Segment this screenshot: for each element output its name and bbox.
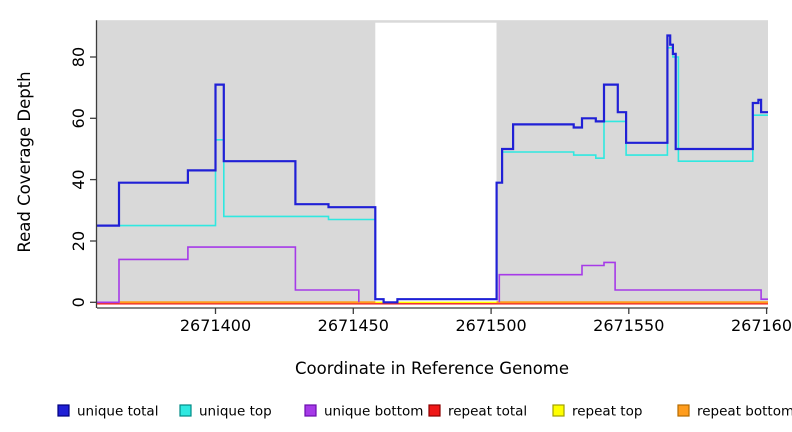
legend-label-repeat-total: repeat total: [448, 404, 527, 420]
legend-swatch-unique-top: [179, 404, 192, 417]
y-tick-label: 80: [69, 47, 88, 67]
x-tick-label: 2671550: [593, 316, 664, 335]
legend-swatch-unique-total: [57, 404, 70, 417]
y-tick-label: 0: [69, 297, 88, 307]
legend-label-repeat-bottom: repeat bottom: [697, 404, 792, 420]
x-tick-label: 2671400: [180, 316, 251, 335]
legend-label-unique-total: unique total: [77, 404, 158, 420]
series-line-unique-total: [97, 34, 768, 304]
no-coverage-band: [375, 22, 497, 304]
legend-swatch-repeat-total: [428, 404, 441, 417]
y-tick-label: 60: [69, 108, 88, 128]
legend-swatch-repeat-bottom: [677, 404, 690, 417]
legend-label-repeat-top: repeat top: [572, 404, 642, 420]
legend-swatch-repeat-top: [552, 404, 565, 417]
y-tick-label: 20: [69, 231, 88, 251]
legend-swatch-unique-bottom: [304, 404, 317, 417]
x-tick-label: 2671450: [318, 316, 389, 335]
x-tick-label: 2671500: [455, 316, 526, 335]
series-line-unique-bottom: [498, 261, 768, 303]
x-axis-title: Coordinate in Reference Genome: [295, 359, 569, 378]
y-axis-title: Read Coverage Depth: [15, 71, 34, 252]
y-tick-label: 40: [69, 169, 88, 189]
legend-label-unique-bottom: unique bottom: [324, 404, 423, 420]
series-line-unique-bottom: [97, 246, 360, 304]
legend-label-unique-top: unique top: [199, 404, 272, 420]
